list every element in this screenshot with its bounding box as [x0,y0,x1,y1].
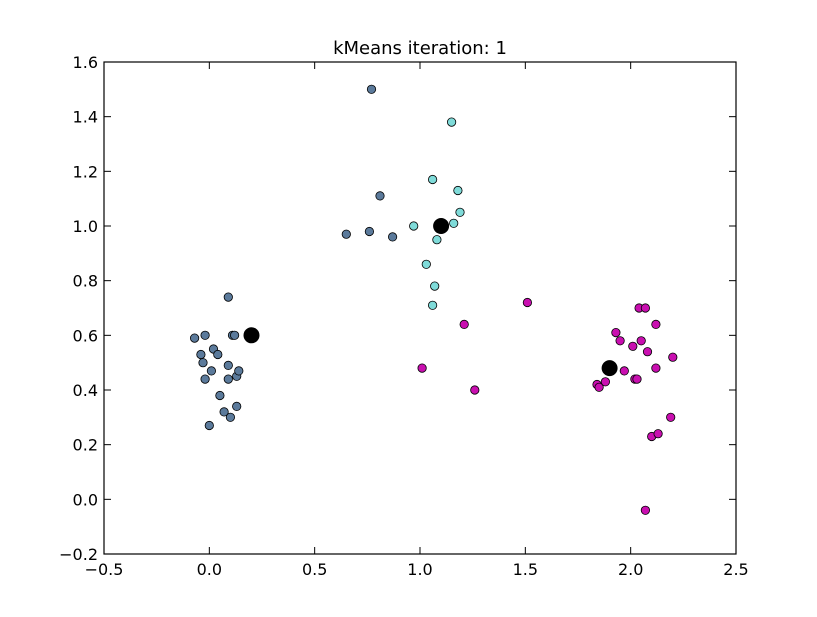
cluster-3-point [611,327,621,338]
cluster-1-point [364,226,374,237]
cluster-1-point [196,349,206,360]
centroid-marker [433,218,450,234]
cluster-1-point [200,374,210,384]
cluster-1-point [223,360,233,370]
cluster-3-point [522,297,533,308]
cluster-1-point [198,358,208,368]
cluster-3-point [619,366,629,376]
cluster-1-point [366,84,377,94]
y-tick-label: 1.2 [73,162,98,181]
x-tick-label: 0.5 [302,560,327,579]
cluster-3-point [668,352,678,362]
cluster-1-point [230,330,240,340]
cluster-1-point [213,349,223,360]
y-tick-label: −0.2 [59,545,98,564]
cluster-3-point [459,319,469,329]
cluster-1-point [223,374,233,384]
axis-ticks: −0.5 0.0 0.5 1.0 1.5 2.0 2.5 −0.2 0.0 0.2 0.4 0.6 0.… [59,53,749,579]
cluster-1-point [341,229,351,239]
cluster-1-point [225,412,235,422]
cluster-3-point [640,505,651,515]
cluster-2-point [432,235,442,245]
cluster-2-point [427,174,438,185]
cluster-3-point [651,363,661,373]
cluster-1-point [215,390,225,401]
y-tick-label: 0.8 [73,272,98,291]
centroid-marker [601,360,618,377]
y-tick-label: 0.4 [73,381,98,400]
cluster-1-point [200,330,210,340]
x-tick-label: 1.5 [513,560,538,579]
cluster-3-point [615,336,625,346]
x-tick-label: 2.0 [618,560,643,579]
y-tick-label: 1.0 [73,217,98,236]
cluster-3-point [632,374,642,384]
cluster-1-point [387,232,398,242]
chart-title: kMeans iteration: 1 [333,38,507,59]
y-tick-label: 0.6 [73,326,98,345]
cluster-1-point [206,366,216,376]
y-tick-label: 1.4 [73,108,98,127]
cluster-3-point [666,412,676,422]
y-tick-label: 0.0 [73,490,98,509]
cluster-3-point [417,363,427,373]
cluster-3-point [640,303,651,313]
cluster-3-point [470,385,480,395]
y-tick-label: 0.2 [73,436,98,455]
x-tick-label: 2.5 [723,560,748,579]
cluster-1-point [375,191,385,201]
cluster-2-point [409,221,419,231]
cluster-3-point [642,347,653,357]
cluster-3-point [594,382,604,392]
cluster-3-point [651,319,661,329]
cluster-1-point [190,333,200,343]
cluster-2-point [430,281,440,291]
axes-background [104,62,736,554]
y-tick-label: 1.6 [73,53,98,72]
cluster-2-point [427,300,438,310]
cluster-3-point [653,429,663,439]
x-tick-label: 0.0 [197,560,222,579]
cluster-3-point [636,336,646,346]
cluster-2-point [421,259,431,269]
cluster-2-point [449,218,459,228]
x-tick-label: −0.5 [85,560,124,579]
cluster-1-point [234,366,244,376]
cluster-3-point [600,377,611,387]
cluster-2-point [455,207,465,217]
x-tick-label: 1.0 [407,560,432,579]
cluster-1-point [223,292,233,302]
cluster-1-point [204,420,214,431]
cluster-3-point [628,341,638,351]
cluster-2-point [453,185,463,196]
plot-area [103,61,737,555]
centroid-marker [243,327,260,344]
cluster-1-point [232,401,242,411]
cluster-2-point [446,117,457,127]
cluster-1-point [219,407,229,417]
